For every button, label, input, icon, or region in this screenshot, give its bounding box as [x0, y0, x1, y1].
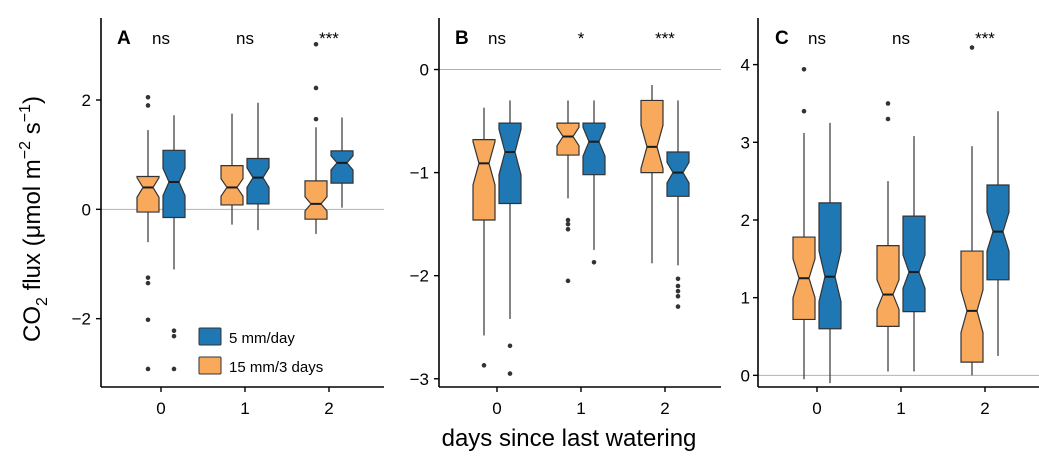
notched-box: [582, 122, 606, 176]
legend-label-15mm: 15 mm/3 days: [229, 359, 323, 376]
outlier-point: [145, 366, 151, 372]
y-tick-label: 2: [82, 91, 91, 110]
significance-label: ns: [488, 29, 506, 48]
outlier-point: [145, 103, 151, 108]
notched-box: [666, 151, 690, 197]
x-tick-label: 0: [492, 399, 501, 418]
notched-box: [472, 139, 496, 221]
outlier-point: [565, 226, 571, 232]
notched-box: [304, 180, 328, 220]
x-axis-title: days since last watering: [442, 425, 697, 452]
outlier-point: [313, 85, 319, 91]
outlier-point: [591, 259, 597, 265]
y-axis-title-sup1: −2: [17, 141, 34, 159]
significance-label: ns: [236, 29, 254, 48]
notched-box: [162, 149, 186, 219]
x-tick-label: 1: [576, 399, 585, 418]
y-axis-title-end: ): [19, 96, 46, 104]
legend: 5 mm/day 15 mm/3 days: [198, 327, 323, 376]
outlier-point: [481, 363, 487, 368]
y-tick-label: −2: [72, 310, 91, 329]
outlier-point: [801, 108, 807, 114]
outlier-point: [885, 101, 891, 106]
panel-a: −2 0 2 0 1 2 A ns ns ***: [72, 18, 384, 418]
outlier-point: [675, 304, 681, 309]
notched-box: [136, 175, 160, 213]
legend-swatch-5mm: [198, 327, 222, 346]
x-tick-label: 1: [896, 399, 905, 418]
y-tick-label: 3: [741, 133, 750, 152]
outlier-point: [145, 94, 151, 100]
outlier-point: [675, 288, 681, 294]
notched-box: [818, 202, 842, 330]
x-tick-label: 0: [812, 399, 821, 418]
panel-letter: B: [455, 28, 469, 49]
x-tick-label: 2: [660, 399, 669, 418]
y-tick-label: 0: [741, 366, 750, 385]
outlier-point: [969, 45, 975, 50]
outlier-point: [313, 41, 319, 47]
panel-b: −3−2−100 1 2B ns * ***: [410, 18, 721, 418]
significance-label: ns: [892, 29, 910, 48]
outlier-point: [507, 371, 513, 376]
notched-box: [330, 150, 354, 184]
outlier-point: [171, 328, 177, 333]
y-axis-title-mid: s: [19, 122, 46, 141]
significance-label: ***: [319, 29, 339, 48]
y-tick-label: −3: [410, 370, 429, 389]
outlier-point: [145, 317, 151, 323]
outlier-point: [885, 116, 891, 122]
y-tick-label: 0: [82, 200, 91, 219]
x-tick-label: 1: [240, 399, 249, 418]
notched-box: [556, 122, 580, 156]
outlier-point: [145, 280, 151, 286]
outlier-point: [675, 293, 681, 299]
y-tick-label: −1: [410, 164, 429, 183]
y-tick-label: 0: [420, 61, 429, 80]
notched-box: [220, 165, 244, 206]
panel-letter: C: [775, 28, 789, 49]
y-tick-label: 1: [741, 289, 750, 308]
outlier-point: [675, 276, 681, 282]
x-tick-label: 2: [324, 399, 333, 418]
outlier-point: [171, 366, 177, 372]
notched-box: [876, 245, 900, 328]
outlier-point: [565, 221, 571, 227]
legend-label-5mm: 5 mm/day: [229, 330, 295, 347]
y-axis-title-sup2: −1: [17, 104, 34, 122]
notched-box: [640, 99, 664, 174]
x-tick-label: 0: [156, 399, 165, 418]
notched-box: [498, 122, 522, 205]
outlier-point: [801, 66, 807, 72]
significance-label: *: [578, 29, 585, 48]
notched-box: [960, 250, 984, 363]
outlier-point: [675, 283, 681, 289]
y-axis-title-rest: flux (μmol m: [19, 159, 46, 297]
outlier-point: [171, 333, 177, 339]
significance-label: ***: [655, 29, 675, 48]
significance-label: ns: [152, 29, 170, 48]
notched-box: [902, 215, 926, 313]
outlier-point: [313, 116, 319, 122]
outlier-point: [565, 217, 571, 223]
x-tick-label: 2: [980, 399, 989, 418]
y-axis-title: CO2 flux (μmol m−2 s−1): [17, 96, 51, 342]
y-axis-title-main: CO: [19, 306, 46, 342]
y-tick-label: −2: [410, 267, 429, 286]
panel-letter: A: [117, 28, 131, 49]
legend-swatch-15mm: [198, 356, 222, 375]
y-tick-label: 2: [741, 211, 750, 230]
notched-box: [246, 157, 270, 205]
panel-c: 0 1 2 3 4 0 1 2 C ns ns ***: [741, 18, 1039, 418]
y-tick-label: 4: [741, 56, 750, 75]
outlier-point: [565, 278, 571, 284]
outlier-point: [507, 343, 513, 349]
y-axis-title-sub: 2: [34, 297, 51, 306]
significance-label: ns: [808, 29, 826, 48]
outlier-point: [145, 275, 151, 280]
significance-label: ***: [975, 29, 995, 48]
